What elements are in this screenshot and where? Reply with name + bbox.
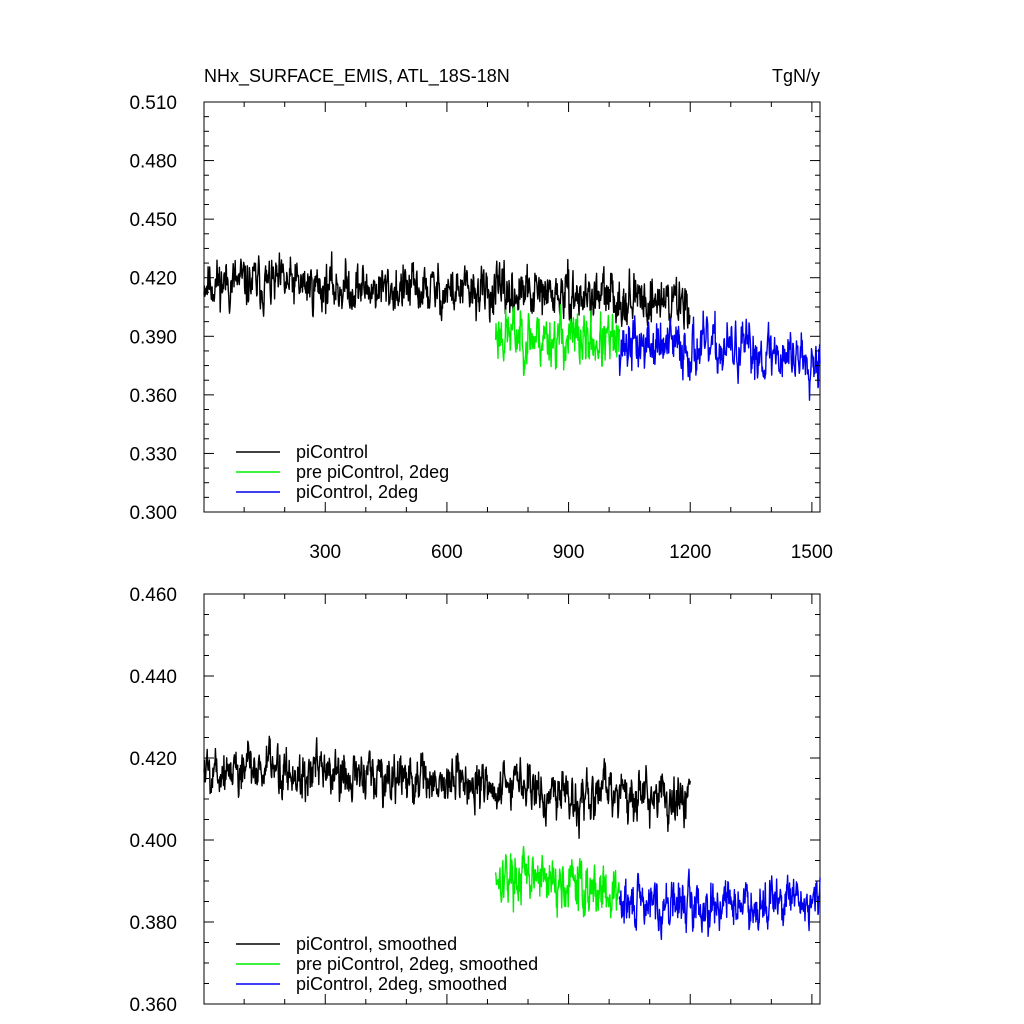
y-tick-label: 0.420	[129, 749, 177, 770]
x-tick-label: 900	[553, 542, 585, 563]
bottom-panel: 0.360 0.380 0.400 0.420 0.440 0.460 piControl…	[129, 585, 821, 1016]
y-tick-label: 0.460	[129, 585, 177, 606]
y-tick-label: 0.300	[129, 503, 177, 524]
top-panel: NHx_SURFACE_EMIS, ATL_18S-18N TgN/y 300 6…	[129, 66, 833, 563]
series-line-1	[494, 845, 620, 919]
legend-label: pre piControl, 2deg, smoothed	[296, 954, 538, 974]
series-line-0	[203, 251, 691, 331]
series-line-0	[203, 735, 691, 839]
x-tick-label: 300	[309, 542, 341, 563]
legend-label: piControl, 2deg, smoothed	[296, 974, 507, 994]
chart-title: NHx_SURFACE_EMIS, ATL_18S-18N	[204, 66, 510, 87]
legend-label: piControl, smoothed	[296, 934, 457, 954]
ticks-layer: 300 600 900 1200 1500 0.300 0.330 0.360 0.390 0.4…	[129, 93, 833, 563]
series-line-1	[494, 304, 620, 377]
y-tick-label: 0.360	[129, 386, 177, 407]
x-tick-label: 600	[431, 542, 463, 563]
y-tick-label: 0.450	[129, 210, 177, 231]
y-tick-label: 0.420	[129, 269, 177, 290]
y-tick-label: 0.400	[129, 831, 177, 852]
x-tick-label: 1500	[791, 542, 833, 563]
y-tick-label: 0.480	[129, 152, 177, 173]
series-layer	[203, 735, 821, 941]
y-tick-label: 0.380	[129, 913, 177, 934]
legend-label: pre piControl, 2deg	[296, 462, 449, 482]
legend-label: piControl	[296, 442, 368, 462]
y-tick-label: 0.330	[129, 444, 177, 465]
y-tick-label: 0.390	[129, 327, 177, 348]
series-layer	[203, 251, 821, 401]
x-tick-label: 1200	[669, 542, 711, 563]
ticks-layer: 0.360 0.380 0.400 0.420 0.440 0.460	[129, 585, 820, 1016]
series-line-2	[618, 310, 821, 401]
series-line-2	[618, 868, 821, 941]
y-tick-label: 0.510	[129, 93, 177, 114]
units-label: TgN/y	[772, 66, 820, 86]
y-tick-label: 0.440	[129, 667, 177, 688]
legend-label: piControl, 2deg	[296, 482, 418, 502]
y-tick-label: 0.360	[129, 995, 177, 1016]
